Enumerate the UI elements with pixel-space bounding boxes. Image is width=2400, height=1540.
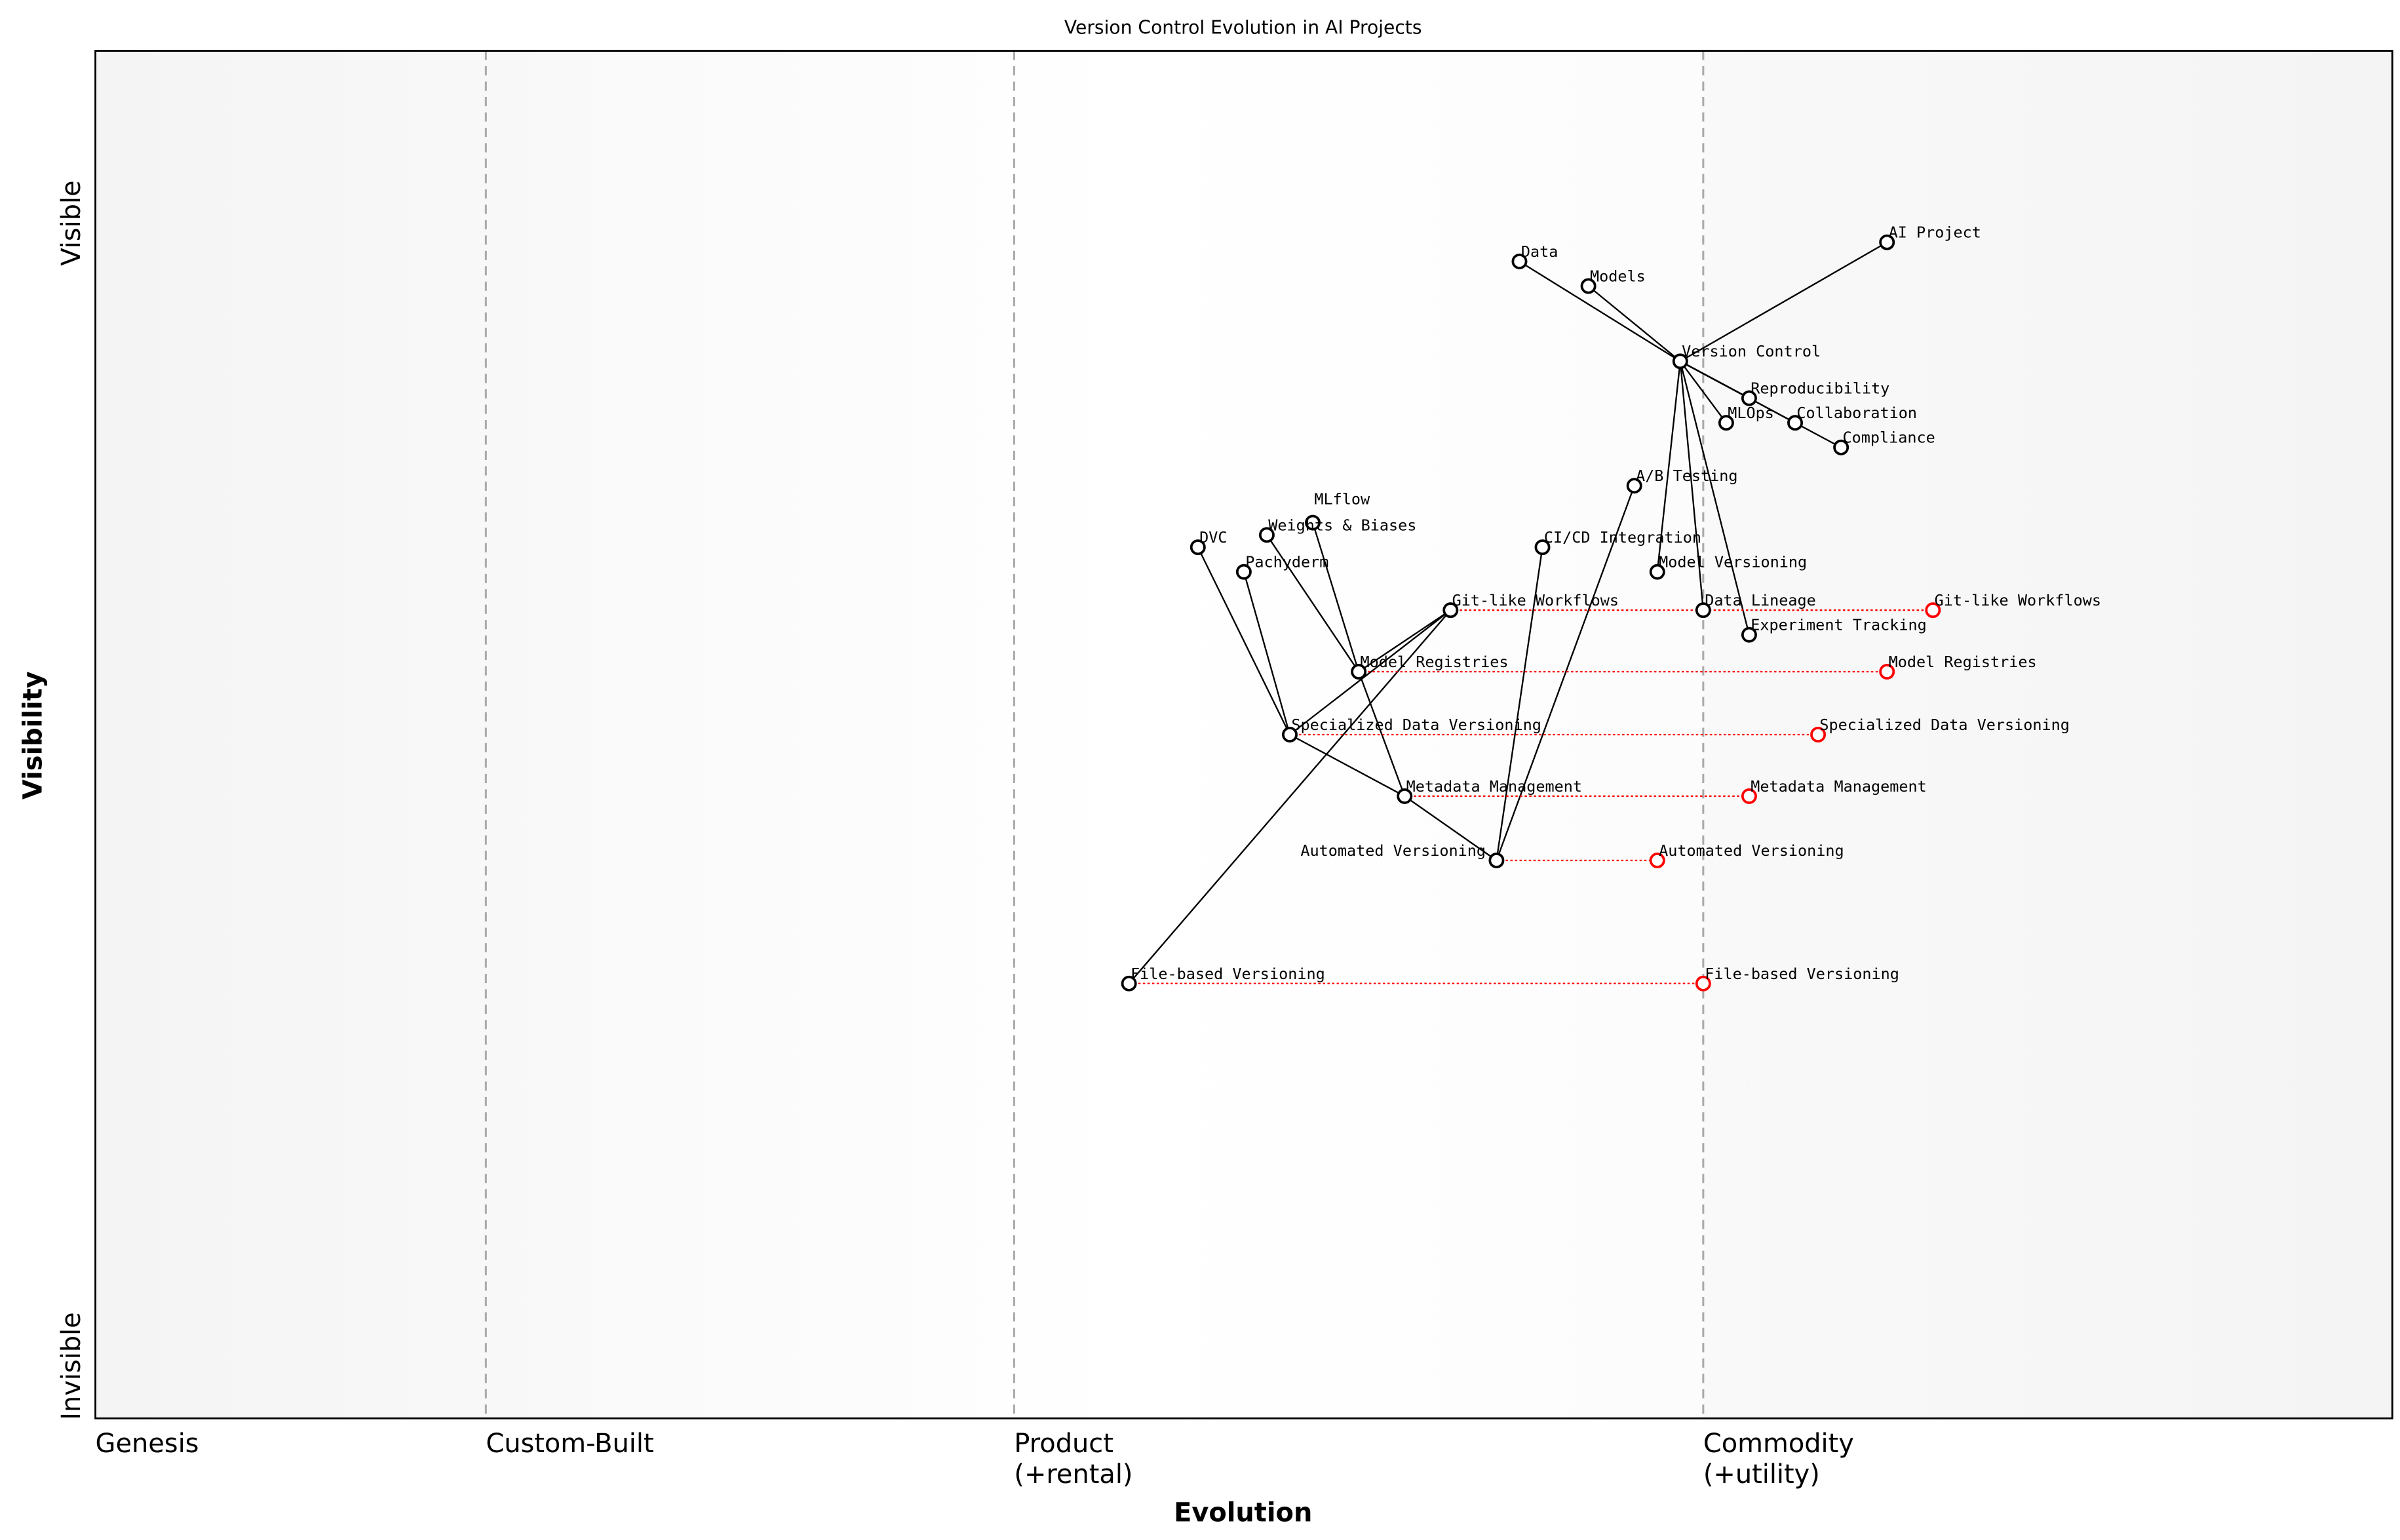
node-collaboration[interactable]: [1787, 415, 1804, 431]
link-version-control-to-mlops: [1679, 360, 1727, 423]
node-models[interactable]: [1580, 278, 1597, 294]
evolved-node-model-registries[interactable]: [1879, 664, 1895, 680]
node-label-reproducibility: Reproducibility: [1751, 379, 1889, 398]
link-git-like-workflows-to-model-registries: [1358, 609, 1451, 672]
node-a-b-testing[interactable]: [1626, 478, 1642, 494]
node-label-specialized-data-versioning: Specialized Data Versioning: [1291, 716, 1541, 734]
link-ai-project-to-version-control: [1680, 241, 1887, 362]
node-label-metadata-management: Metadata Management: [1406, 777, 1582, 796]
node-label-compliance: Compliance: [1842, 429, 1935, 447]
link-version-control-to-compliance: [1680, 360, 1842, 448]
link-automated-versioning-to-a-b-testing: [1496, 485, 1635, 861]
node-data[interactable]: [1511, 253, 1528, 269]
evolved-node-label-specialized-data-versioning: Specialized Data Versioning: [1819, 716, 2070, 734]
stage-label-product: Product (+rental): [1014, 1429, 1132, 1490]
node-label-file-based-versioning: File-based Versioning: [1131, 965, 1325, 983]
stage-label-genesis: Genesis: [96, 1429, 199, 1459]
node-reproducibility[interactable]: [1741, 390, 1757, 406]
link-model-registries-to-weights-biases: [1266, 534, 1360, 672]
node-label-mlops: MLOps: [1728, 404, 1774, 422]
link-specialized-data-versioning-to-pachyderm: [1243, 571, 1291, 735]
node-mlops[interactable]: [1718, 415, 1734, 431]
link-version-control-to-data-lineage: [1679, 361, 1705, 611]
node-label-models: Models: [1590, 267, 1646, 285]
node-automated-versioning[interactable]: [1488, 853, 1505, 868]
evolved-node-label-file-based-versioning: File-based Versioning: [1705, 965, 1899, 983]
node-label-model-versioning: Model Versioning: [1659, 553, 1807, 571]
node-label-a-b-testing: A/B Testing: [1636, 467, 1737, 485]
y-axis-label: Visibility: [18, 671, 48, 799]
evolved-node-automated-versioning[interactable]: [1649, 853, 1665, 868]
node-label-collaboration: Collaboration: [1796, 404, 1917, 422]
node-pachyderm[interactable]: [1235, 564, 1252, 580]
y-bottom-label: Invisible: [56, 1312, 87, 1420]
evolved-node-label-automated-versioning: Automated Versioning: [1659, 841, 1844, 860]
node-metadata-management[interactable]: [1397, 788, 1413, 804]
node-mlflow[interactable]: [1305, 514, 1321, 531]
node-label-weights-biases: Weights & Biases: [1268, 516, 1416, 534]
link-metadata-management-to-automated-versioning: [1404, 795, 1498, 861]
evolved-node-file-based-versioning[interactable]: [1695, 975, 1711, 991]
evolved-node-label-git-like-workflows: Git-like Workflows: [1935, 591, 2101, 609]
node-label-version-control: Version Control: [1682, 342, 1821, 360]
node-label-ci-cd-integration: CI/CD Integration: [1544, 528, 1701, 547]
link-data-to-version-control: [1519, 260, 1681, 362]
node-specialized-data-versioning[interactable]: [1282, 727, 1298, 742]
node-data-lineage[interactable]: [1695, 602, 1711, 619]
evolved-node-label-model-registries: Model Registries: [1889, 653, 2037, 671]
plot-border: [94, 50, 2393, 1419]
link-specialized-data-versioning-to-dvc: [1197, 547, 1291, 735]
node-label-dvc: DVC: [1199, 528, 1227, 547]
y-top-label: Visible: [56, 180, 87, 265]
node-ci-cd-integration[interactable]: [1534, 539, 1551, 556]
node-label-git-like-workflows: Git-like Workflows: [1452, 591, 1619, 609]
link-version-control-to-experiment-tracking: [1679, 361, 1751, 635]
node-label-mlflow: MLflow: [1314, 490, 1370, 508]
link-models-to-version-control: [1587, 285, 1681, 362]
evolved-node-specialized-data-versioning[interactable]: [1810, 727, 1827, 742]
node-label-data: Data: [1521, 242, 1558, 261]
evolved-node-metadata-management[interactable]: [1741, 788, 1757, 804]
node-version-control[interactable]: [1672, 353, 1688, 370]
node-label-automated-versioning: Automated Versioning: [1300, 841, 1486, 860]
x-axis-label: Evolution: [1174, 1498, 1312, 1528]
node-ai-project[interactable]: [1879, 234, 1895, 250]
link-version-control-to-model-versioning: [1656, 361, 1681, 572]
node-label-model-registries: Model Registries: [1360, 653, 1508, 671]
node-label-pachyderm: Pachyderm: [1245, 553, 1328, 571]
plot-area: [95, 50, 2393, 1419]
link-specialized-data-versioning-to-metadata-management: [1289, 733, 1405, 797]
node-model-registries[interactable]: [1351, 664, 1367, 680]
node-label-ai-project: AI Project: [1889, 223, 1981, 242]
link-model-registries-to-mlflow: [1311, 522, 1360, 672]
node-dvc[interactable]: [1190, 539, 1206, 556]
evolved-node-git-like-workflows[interactable]: [1925, 602, 1941, 619]
node-label-experiment-tracking: Experiment Tracking: [1751, 616, 1926, 634]
node-weights-biases[interactable]: [1258, 527, 1275, 543]
node-compliance[interactable]: [1833, 439, 1849, 455]
link-automated-versioning-to-ci-cd-integration: [1496, 547, 1543, 861]
node-experiment-tracking[interactable]: [1741, 626, 1757, 643]
stage-label-commodity: Commodity (+utility): [1703, 1429, 1854, 1490]
link-model-registries-to-metadata-management: [1358, 671, 1406, 797]
node-label-data-lineage: Data Lineage: [1705, 591, 1816, 609]
evolved-node-label-metadata-management: Metadata Management: [1751, 777, 1926, 796]
stage-label-custom-built: Custom-Built: [486, 1429, 653, 1459]
node-git-like-workflows[interactable]: [1442, 602, 1459, 619]
node-model-versioning[interactable]: [1649, 564, 1665, 580]
node-file-based-versioning[interactable]: [1121, 975, 1137, 991]
map-title: Version Control Evolution in AI Projects: [1064, 17, 1422, 39]
